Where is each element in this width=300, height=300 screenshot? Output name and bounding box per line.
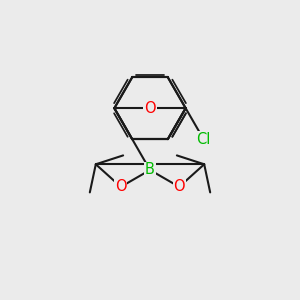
Text: B: B	[145, 163, 155, 178]
Text: Cl: Cl	[196, 132, 211, 147]
Text: O: O	[173, 179, 185, 194]
Text: O: O	[144, 101, 156, 116]
Text: O: O	[115, 179, 127, 194]
